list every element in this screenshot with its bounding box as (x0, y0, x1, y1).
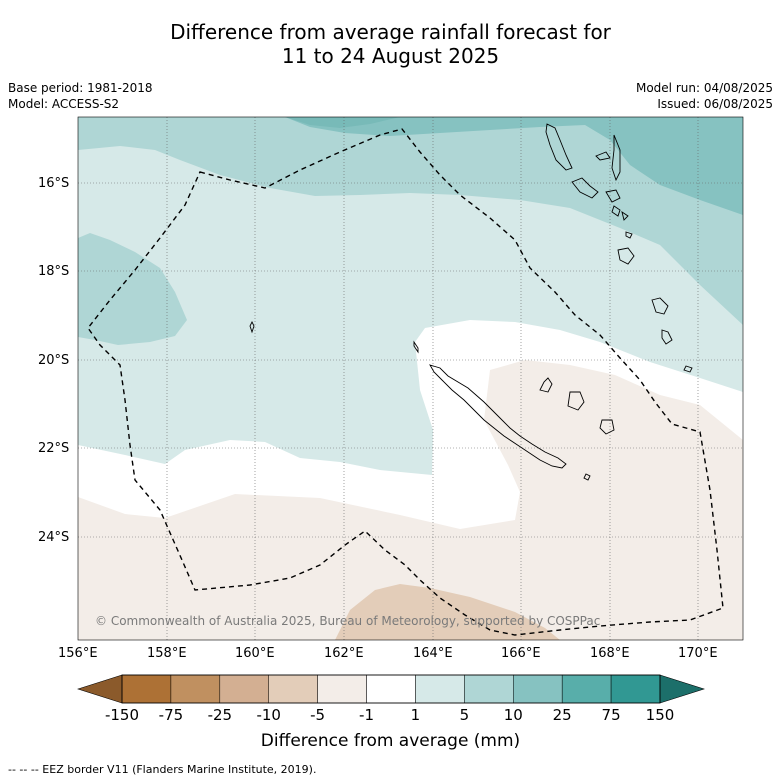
lat-label-18s: 18°S (38, 264, 70, 279)
lon-label-162e: 162°E (324, 646, 364, 661)
region-wet-moderate (285, 117, 743, 215)
lon-label-166e: 166°E (501, 646, 541, 661)
base-period: Base period: 1981-2018 (8, 81, 153, 95)
colorbar-tick-label: 150 (645, 706, 675, 724)
colorbar-low-extend (77, 674, 123, 704)
vanuatu-efate-region (571, 177, 599, 199)
lon-label-156e: 156°E (58, 646, 98, 661)
region-dry-moderate (335, 584, 560, 640)
colorbar-tick-label: -1 (359, 706, 375, 724)
title-line-1: Difference from average rainfall forecas… (170, 20, 611, 44)
vanuatu-espiritu-santo (545, 123, 573, 171)
lon-label-170e: 170°E (678, 646, 718, 661)
region-wet-west (78, 233, 187, 345)
lon-label-168e: 168°E (590, 646, 630, 661)
colorbar-segments (121, 674, 661, 704)
title-line-2: 11 to 24 August 2025 (281, 44, 500, 68)
lon-label-158e: 158°E (147, 646, 187, 661)
colorbar-segment (268, 674, 318, 704)
colorbar-segment (513, 674, 563, 704)
region-wet-north (78, 117, 743, 325)
loyalty-island-2 (567, 391, 585, 411)
colorbar-segment (317, 674, 367, 704)
map-frame (77, 116, 744, 641)
lon-label-160e: 160°E (235, 646, 275, 661)
colorbar-segment (366, 674, 416, 704)
new-caledonia-island (429, 364, 567, 469)
meta-left: Base period: 1981-2018 Model: ACCESS-S2 (8, 80, 153, 112)
colorbar-tick-label: -75 (158, 706, 184, 724)
colorbar-tick-label: 75 (601, 706, 621, 724)
coastlines (249, 123, 693, 481)
vanuatu-aneityum (651, 297, 669, 315)
colorbar-tick-label: -150 (104, 706, 140, 724)
colorbar-segment (415, 674, 465, 704)
model-run: Model run: 04/08/2025 (635, 81, 773, 95)
colorbar-tick-label: -5 (310, 706, 326, 724)
colorbar-segment (561, 674, 612, 704)
issued-date: Issued: 06/08/2025 (657, 97, 773, 111)
vanuatu-malakula (611, 134, 621, 182)
lat-label-22s: 22°S (38, 441, 70, 456)
colorbar-title: Difference from average (mm) (260, 731, 521, 751)
colorbar-tick-label: 10 (503, 706, 523, 724)
lat-label-24s: 24°S (38, 530, 70, 545)
loyalty-island-3 (599, 419, 615, 435)
colorbar-segment (170, 674, 221, 704)
eez-legend-note: -- -- -- EEZ border V11 (Flanders Marine… (8, 763, 317, 776)
colorbar-tick-label: -25 (207, 706, 233, 724)
colorbar-segment (610, 674, 661, 704)
vanuatu-tanna (617, 247, 635, 265)
lat-label-16s: 16°S (38, 176, 70, 191)
colorbar-segment (219, 674, 269, 704)
lat-label-20s: 20°S (38, 353, 70, 368)
region-wet-patch (285, 117, 400, 128)
anomaly-field (78, 117, 743, 640)
colorbar-frame (121, 674, 661, 704)
colorbar-segment (464, 674, 514, 704)
eez-border (87, 128, 724, 636)
lon-label-164e: 164°E (413, 646, 453, 661)
loyalty-island-1 (539, 377, 553, 393)
colorbar-tick-label: 25 (552, 706, 572, 724)
colorbar-tick-label: 5 (459, 706, 470, 724)
copyright-notice: © Commonwealth of Australia 2025, Bureau… (95, 614, 601, 628)
colorbar-high-extend (659, 674, 705, 704)
colorbar-segment (121, 674, 172, 704)
gridlines (78, 117, 743, 640)
map-title: Difference from average rainfall forecas… (0, 20, 781, 68)
meta-right: Model run: 04/08/2025 Issued: 06/08/2025 (636, 80, 773, 112)
colorbar-tick-label: 1 (410, 706, 421, 724)
colorbar-tick-label: -10 (256, 706, 281, 724)
model-name: Model: ACCESS-S2 (8, 97, 120, 111)
